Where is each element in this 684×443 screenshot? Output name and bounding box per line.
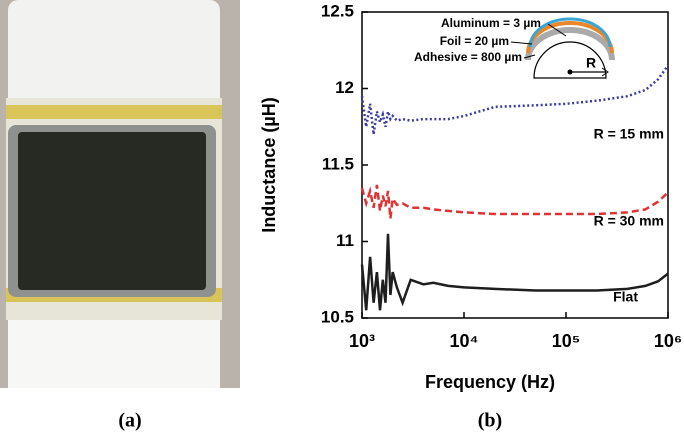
- series-label: Flat: [613, 289, 638, 305]
- inset-label: R: [586, 55, 596, 71]
- x-tick-label: 10⁵: [552, 331, 580, 351]
- x-axis-label: Frequency (Hz): [425, 372, 555, 392]
- photo: [0, 0, 240, 388]
- y-tick-label: 11: [336, 231, 354, 250]
- caption: (a): [118, 410, 141, 432]
- series-line: [360, 64, 670, 135]
- y-tick-label: 12: [335, 78, 354, 97]
- x-tick-label: 10³: [349, 331, 375, 351]
- series-line: [360, 184, 669, 219]
- x-tick-label: 10⁴: [450, 331, 479, 351]
- x-tick-label: 10⁶: [654, 331, 682, 351]
- inset-label: Foil = 20 µm: [440, 34, 509, 48]
- series-label: R = 15 mm: [594, 126, 664, 142]
- y-tick-label: 11.5: [322, 154, 354, 173]
- plot: Aluminum = 3 µm Foil = 20 µm Adhesive = …: [259, 1, 682, 391]
- y-tick-label: 12.5: [321, 1, 354, 20]
- y-axis-label: Inductance (µH): [259, 97, 279, 232]
- series-line: [360, 233, 669, 311]
- caption: (b): [478, 410, 502, 432]
- series-label: R = 30 mm: [594, 213, 664, 229]
- inset: [510, 17, 615, 79]
- inset-label: Adhesive = 800 µm: [414, 50, 522, 64]
- inset-label: Aluminum = 3 µm: [441, 16, 541, 30]
- y-tick-label: 10.5: [321, 307, 354, 326]
